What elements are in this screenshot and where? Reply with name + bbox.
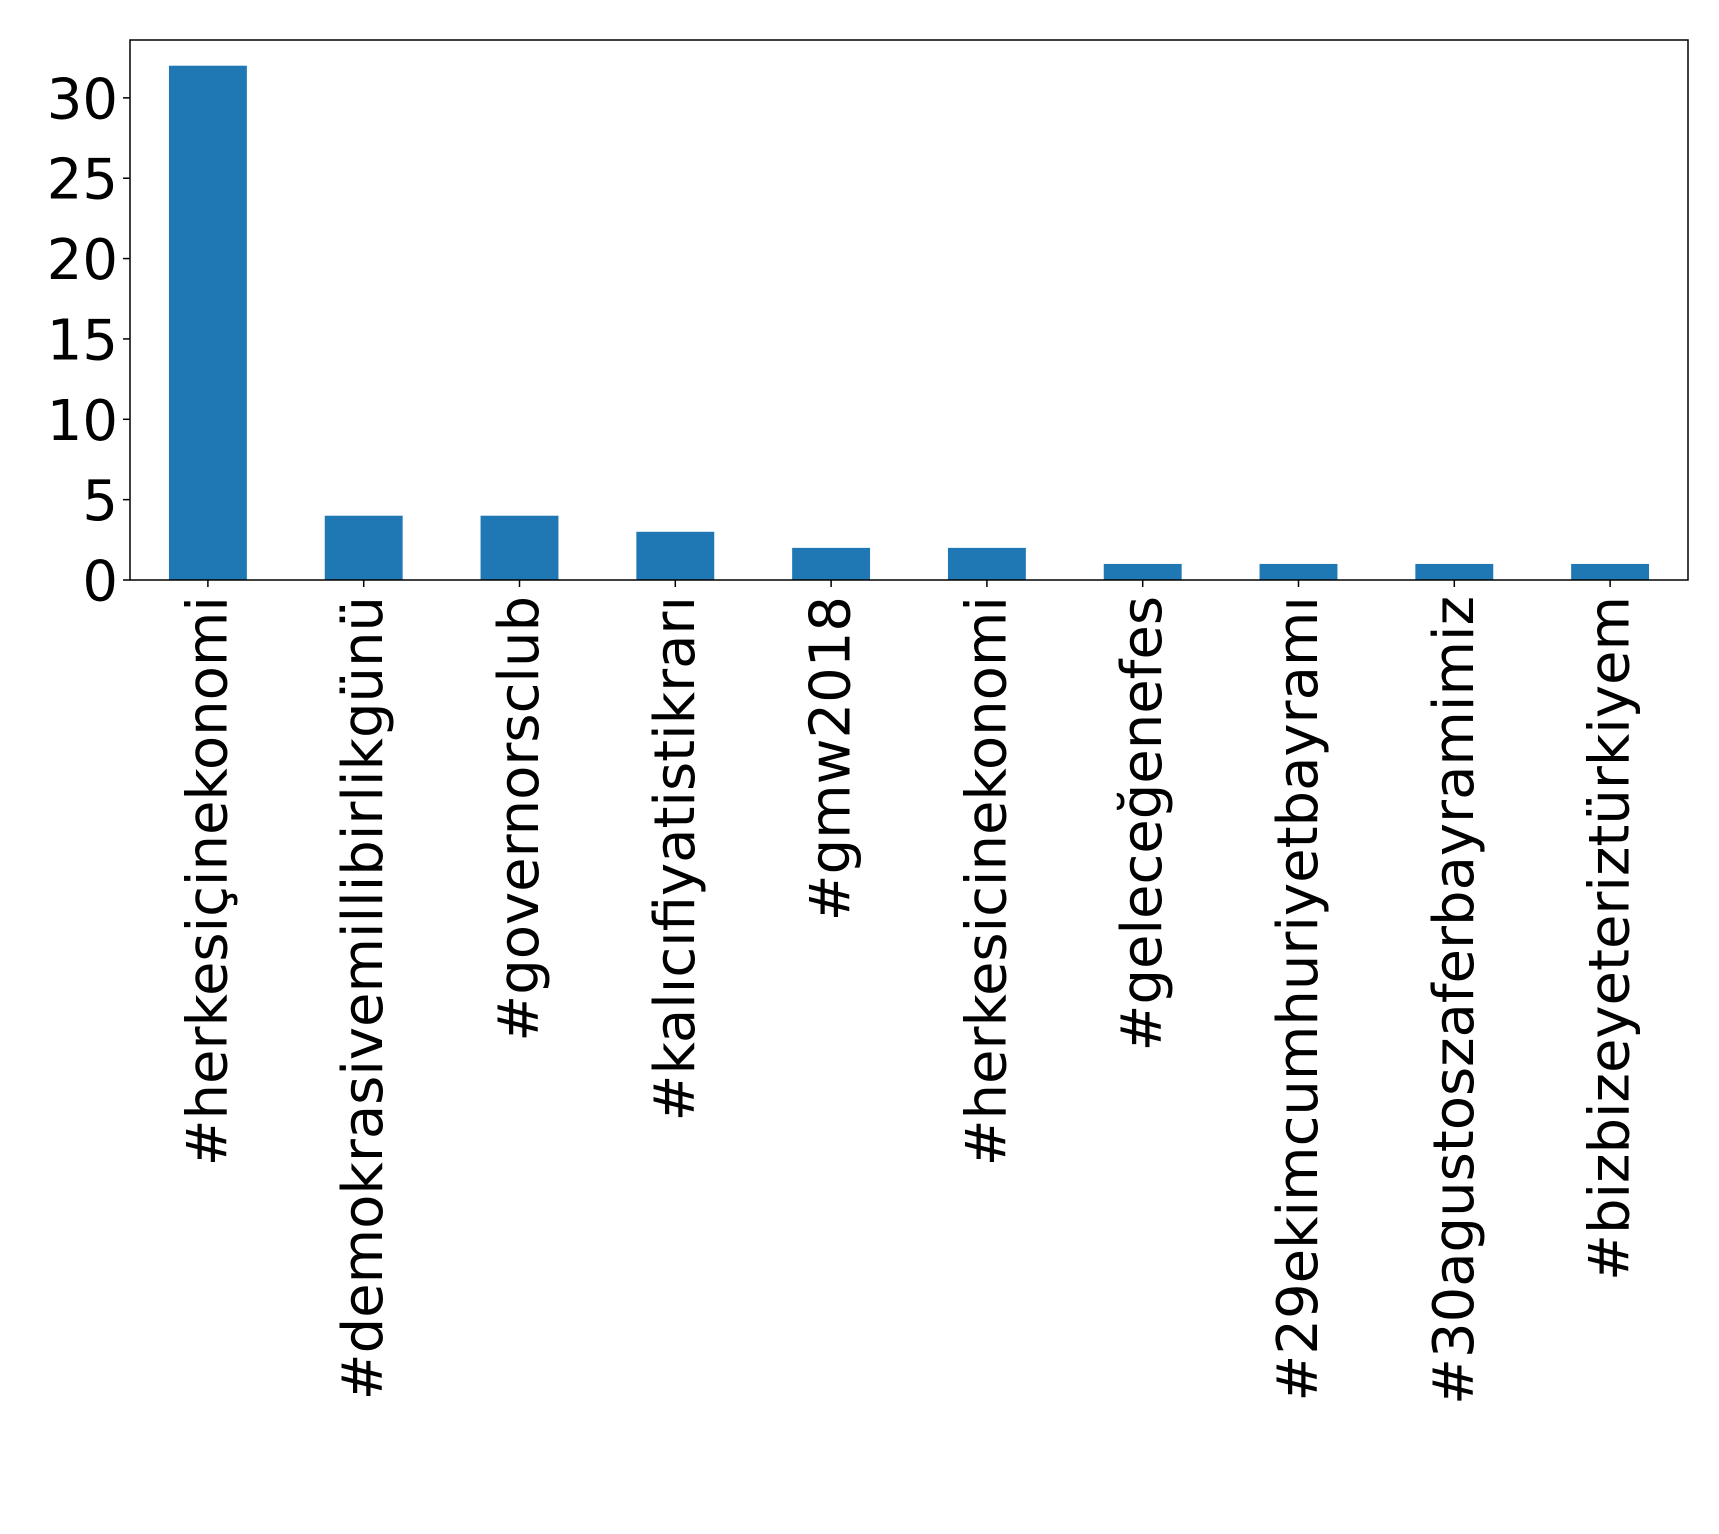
- bar: [1415, 563, 1494, 580]
- y-tick-label: 5: [82, 469, 118, 534]
- bar: [324, 515, 403, 580]
- x-tick-label: #geleceğenefes: [1110, 596, 1175, 1051]
- bar: [792, 547, 871, 580]
- x-tick-label: #bizbizeyeteriztürkiyem: [1578, 596, 1643, 1281]
- y-tick-label: 25: [47, 148, 118, 213]
- y-tick-label: 0: [82, 550, 118, 615]
- bar: [947, 547, 1026, 580]
- y-axis: 0 5 10 15 20 25 30: [47, 67, 130, 615]
- y-tick-label: 10: [47, 389, 118, 454]
- x-tick-label: #29ekimcumhuriyetbayramı: [1266, 596, 1331, 1402]
- bars-layer: [168, 65, 1650, 580]
- y-tick-label: 30: [47, 67, 118, 132]
- y-tick-label: 20: [47, 228, 118, 293]
- bar: [480, 515, 559, 580]
- bar: [1259, 563, 1338, 580]
- x-tick-label: #herkesiçinekonomi: [175, 596, 240, 1166]
- bar: [168, 65, 247, 580]
- x-tick-label: #governorsclub: [487, 596, 552, 1042]
- bar: [1571, 563, 1650, 580]
- plot-frame: [129, 39, 1689, 581]
- bar: [636, 531, 715, 580]
- x-tick-label: #demokrasivemillibirlikgünü: [331, 596, 396, 1400]
- x-tick-label: #gmw2018: [799, 596, 864, 921]
- x-tick-label: #kalıcıfiyatistikrarı: [643, 596, 708, 1121]
- x-tick-label: #30agustoszaferbayramimiz: [1422, 596, 1487, 1405]
- x-axis: #herkesiçinekonomi #demokrasivemillibirli…: [175, 580, 1643, 1405]
- bar: [1103, 563, 1182, 580]
- y-tick-label: 15: [47, 308, 118, 373]
- x-tick-label: #herkesicinekonomi: [954, 596, 1019, 1166]
